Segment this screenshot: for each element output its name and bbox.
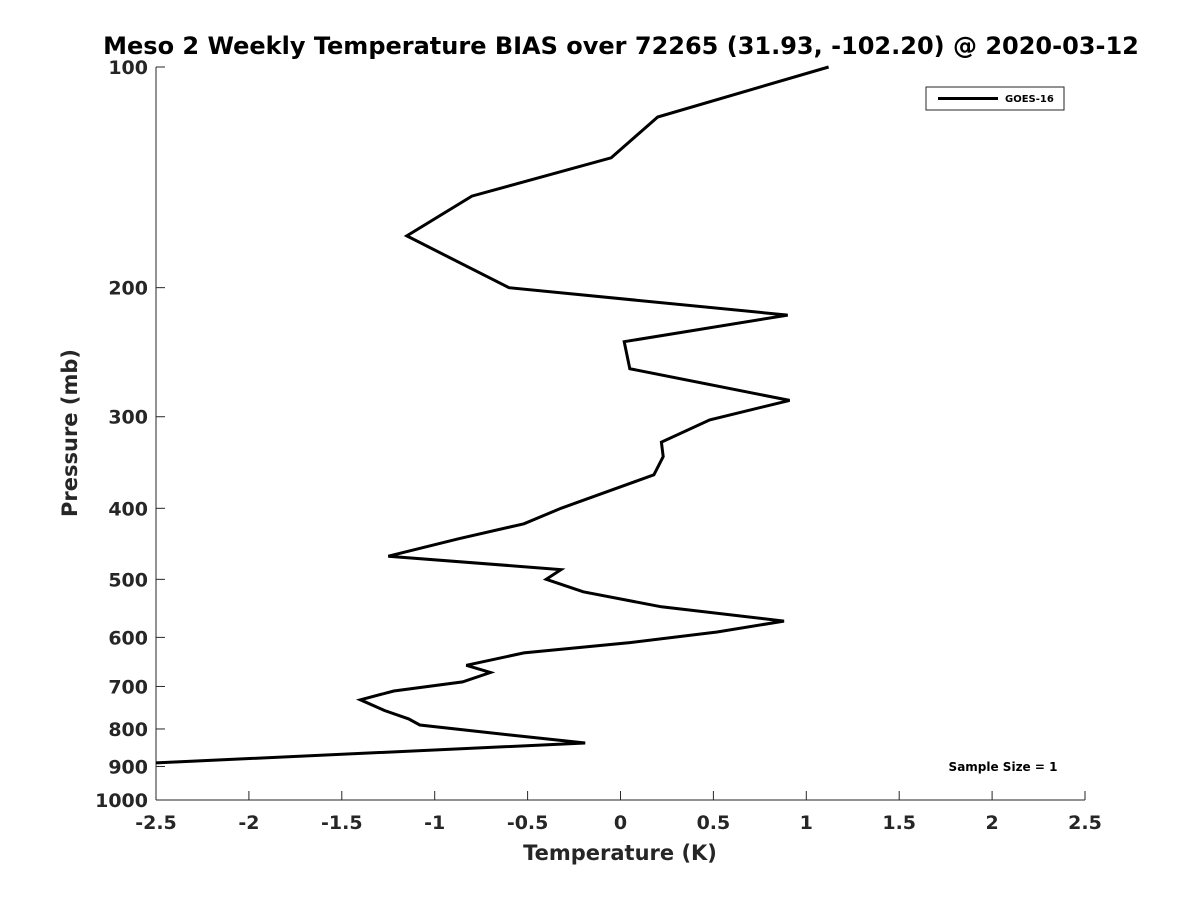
y-tick-group: 100 200 300 400 500 600 700 800 900 1000 xyxy=(95,57,165,812)
x-tick-label: 1.5 xyxy=(882,812,916,834)
x-tick-label: -1 xyxy=(424,812,445,834)
x-tick-label: 2 xyxy=(985,812,998,834)
y-tick-label: 300 xyxy=(108,407,148,429)
sample-size-annotation: Sample Size = 1 xyxy=(949,760,1058,774)
series-group xyxy=(155,65,830,765)
x-tick-label: -2 xyxy=(238,812,259,834)
y-tick-label: 700 xyxy=(108,676,148,698)
series-line-goes-16 xyxy=(155,65,830,765)
y-tick-label: 800 xyxy=(108,719,148,741)
legend: GOES-16 xyxy=(925,86,1065,111)
x-tick-label: -2.5 xyxy=(135,812,177,834)
y-tick-label: 100 xyxy=(108,57,148,79)
y-tick-label: 200 xyxy=(108,278,148,300)
legend-entry-goes16: GOES-16 xyxy=(1005,94,1054,105)
y-tick-label: 400 xyxy=(108,498,148,520)
y-tick-label: 600 xyxy=(108,627,148,649)
x-tick-label: -1.5 xyxy=(321,812,363,834)
x-axis-label: Temperature (K) xyxy=(523,841,717,865)
x-tick-group: -2.5 -2 -1.5 -1 -0.5 0 0.5 1 1.5 2 2.5 xyxy=(135,791,1102,834)
x-tick-label: -0.5 xyxy=(507,812,549,834)
y-tick-label: 900 xyxy=(108,756,148,778)
y-tick-label: 500 xyxy=(108,569,148,591)
x-tick-label: 2.5 xyxy=(1068,812,1102,834)
x-tick-label: 0.5 xyxy=(697,812,731,834)
x-tick-label: 1 xyxy=(800,812,813,834)
chart-title: Meso 2 Weekly Temperature BIAS over 7226… xyxy=(103,32,1139,60)
y-axis-label: Pressure (mb) xyxy=(58,349,82,517)
x-tick-label: 0 xyxy=(614,812,627,834)
y-tick-label: 1000 xyxy=(95,790,148,812)
